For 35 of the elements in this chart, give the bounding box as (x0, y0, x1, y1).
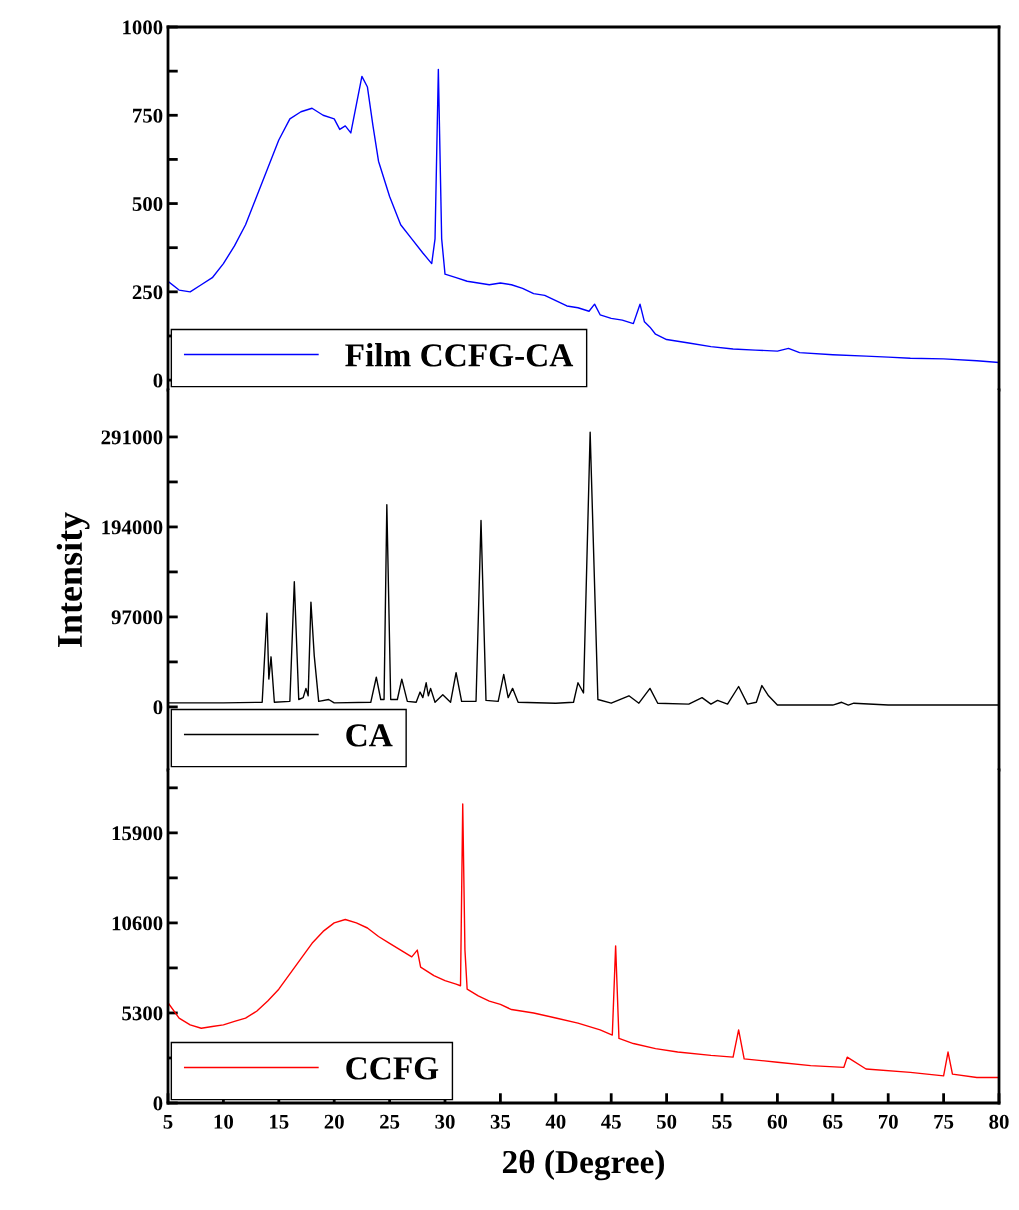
x-tick-label: 60 (767, 1114, 788, 1129)
legend-label: Film CCFG-CA (345, 343, 574, 367)
x-tick-label: 35 (490, 1114, 511, 1129)
y-tick-label: 0 (153, 373, 163, 388)
y-tick-label: 250 (132, 285, 163, 300)
y-tick-label: 194000 (102, 520, 163, 535)
y-tick-label: 15900 (112, 826, 163, 841)
y-tick-label: 750 (133, 108, 163, 123)
y-tick-label: 5300 (122, 1006, 163, 1021)
y-tick-label: 291000 (101, 430, 163, 445)
x-tick-label: 65 (823, 1114, 843, 1129)
y-tick-label: 97000 (111, 610, 163, 625)
x-tick-label: 50 (657, 1114, 677, 1129)
line-series (168, 803, 999, 1079)
y-tick-label: 10600 (112, 916, 163, 931)
x-tick-label: 5 (163, 1114, 173, 1129)
x-tick-label: 15 (270, 1114, 289, 1129)
x-tick-label: 25 (380, 1114, 400, 1129)
legend-label: CA (346, 724, 393, 747)
x-tick-label: 40 (545, 1114, 566, 1129)
y-tick-label: 0 (153, 1096, 163, 1111)
x-tick-label: 70 (878, 1114, 898, 1129)
y-tick-label: 1000 (123, 20, 163, 35)
x-tick-label: 30 (435, 1114, 455, 1129)
x-tick-label: 45 (601, 1114, 621, 1129)
x-tick-label: 80 (989, 1114, 1009, 1129)
y-tick-label: 500 (132, 196, 163, 211)
y-tick-label: 0 (153, 700, 163, 715)
x-axis-title: 2θ (Degree) (502, 1149, 664, 1181)
y-axis-title: Intensity (56, 512, 90, 647)
legend-label: CCFG (346, 1057, 439, 1080)
x-tick-label: 75 (934, 1114, 954, 1129)
x-tick-label: 55 (712, 1114, 732, 1129)
x-tick-label: 10 (214, 1114, 234, 1129)
x-tick-label: 20 (324, 1114, 344, 1129)
